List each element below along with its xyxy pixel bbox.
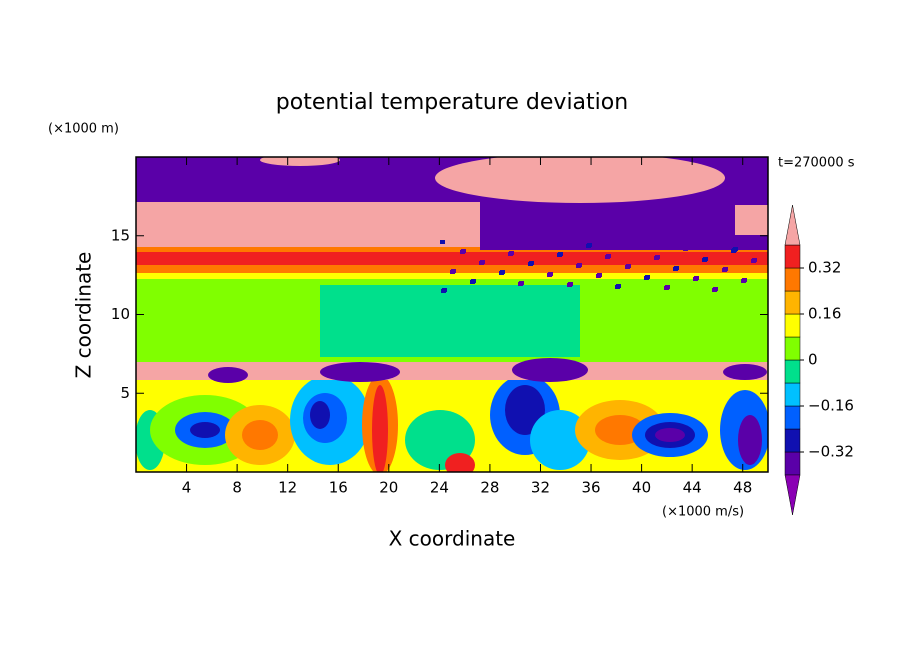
field-region <box>320 362 400 382</box>
field-region <box>136 273 768 279</box>
field-speck <box>626 264 631 268</box>
x-tick-label: 40 <box>632 479 651 497</box>
x-tick-label: 36 <box>581 479 600 497</box>
x-tick-label: 8 <box>232 479 242 497</box>
field-region <box>655 428 685 442</box>
colorbar-tick-label: 0.32 <box>808 259 841 277</box>
colorbar-tick-label: −0.16 <box>808 397 854 415</box>
x-tick-label: 32 <box>531 479 550 497</box>
colorbar-segment <box>784 290 801 315</box>
field-speck <box>665 285 670 289</box>
colorbar-tick-label: −0.32 <box>808 443 854 461</box>
field-speck <box>655 255 660 259</box>
field-speck <box>636 244 641 248</box>
field-region <box>435 157 725 203</box>
chart-title: potential temperature deviation <box>276 90 628 115</box>
y-axis-label: Z coordinate <box>72 252 96 379</box>
field-speck <box>694 276 699 280</box>
colorbar-segment <box>784 244 801 269</box>
colorbar-segment <box>784 428 801 453</box>
x-tick-label: 44 <box>683 479 702 497</box>
field-speck <box>703 257 708 261</box>
field-region <box>512 358 588 382</box>
field-region <box>372 385 388 472</box>
field-speck <box>480 260 485 264</box>
field-speck <box>587 243 592 247</box>
field-region <box>738 415 762 465</box>
field-speck <box>752 258 757 262</box>
field-region <box>505 385 545 435</box>
field-region <box>136 247 768 252</box>
field-region <box>136 200 496 247</box>
field-speck <box>558 252 563 256</box>
y-tick-label: 10 <box>111 305 130 323</box>
field-speck <box>713 287 718 291</box>
field-region <box>260 157 340 166</box>
field-speck <box>539 241 544 245</box>
field-speck <box>733 247 738 251</box>
field-region <box>208 367 248 383</box>
field-speck <box>674 266 679 270</box>
field-speck <box>568 282 573 286</box>
field-region <box>735 205 768 235</box>
field-region <box>320 285 580 357</box>
field-speck <box>616 284 621 288</box>
y-tick-label: 5 <box>120 384 130 402</box>
y-unit-label: (×1000 m) <box>48 122 119 137</box>
time-label: t=270000 s <box>778 156 855 171</box>
x-axis-label: X coordinate <box>389 527 516 551</box>
x-tick-label: 12 <box>278 479 297 497</box>
x-tick-label: 24 <box>430 479 449 497</box>
x-unit-label: (×1000 m/s) <box>662 505 744 520</box>
colorbar-extend-high <box>784 204 801 246</box>
field-speck <box>606 254 611 258</box>
field-region <box>445 453 475 472</box>
field-region <box>723 364 767 380</box>
field-speck <box>645 275 650 279</box>
field-region <box>480 200 768 250</box>
field-speck <box>509 251 514 255</box>
field-speck <box>742 278 747 282</box>
field-speck <box>461 249 466 253</box>
field-speck <box>490 240 495 244</box>
field-speck <box>577 263 582 267</box>
field-speck <box>684 246 689 250</box>
field-speck <box>442 288 447 292</box>
field-speck <box>440 240 445 244</box>
x-tick-label: 20 <box>379 479 398 497</box>
field-region <box>190 422 220 438</box>
colorbar-tick-label: 0.16 <box>808 305 841 323</box>
x-tick-label: 16 <box>329 479 348 497</box>
field-speck <box>519 281 524 285</box>
x-tick-label: 4 <box>182 479 192 497</box>
field-speck <box>723 267 728 271</box>
colorbar-segment <box>784 451 801 476</box>
colorbar-segment <box>784 336 801 361</box>
field-region <box>310 401 330 429</box>
field-region <box>530 410 590 470</box>
field-speck <box>471 279 476 283</box>
field-speck <box>529 261 534 265</box>
colorbar-segment <box>784 405 801 430</box>
contour-field <box>136 157 768 472</box>
colorbar-extend-low <box>784 474 801 516</box>
field-region <box>136 362 768 380</box>
colorbar-tick-label: 0 <box>808 351 818 369</box>
field-region <box>242 420 278 450</box>
x-tick-label: 48 <box>733 479 752 497</box>
colorbar-segment <box>784 382 801 407</box>
y-tick-label: 15 <box>111 226 130 244</box>
field-speck <box>500 270 505 274</box>
field-speck <box>451 269 456 273</box>
field-speck <box>548 272 553 276</box>
field-speck <box>597 273 602 277</box>
colorbar-segment <box>784 359 801 384</box>
x-tick-label: 28 <box>480 479 499 497</box>
colorbar-segment <box>784 313 801 338</box>
field-region <box>136 252 768 265</box>
colorbar-segment <box>784 267 801 292</box>
